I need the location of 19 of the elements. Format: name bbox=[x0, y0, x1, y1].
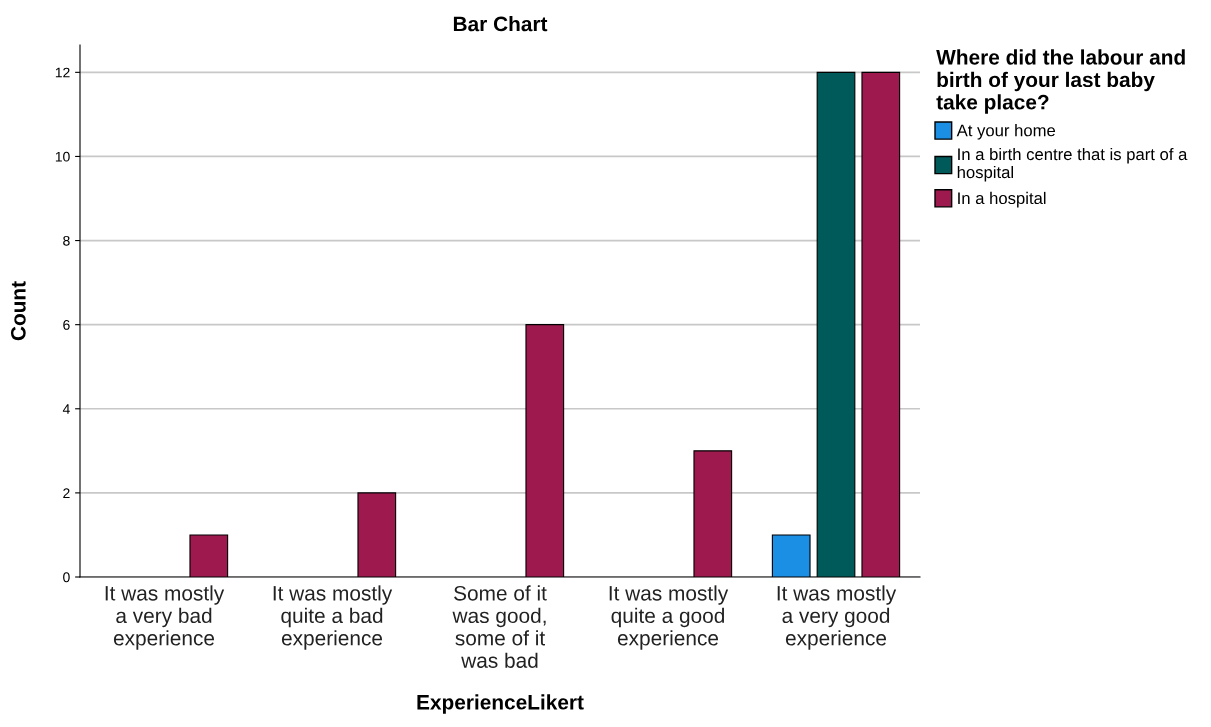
x-tick-label: It was mostly a very good experience bbox=[777, 585, 897, 650]
legend-label: In a birth centre that is part of a hospital bbox=[957, 147, 1188, 182]
y-axis-title: Count bbox=[10, 281, 26, 341]
x-tick-label: It was mostly quite a bad experience bbox=[273, 585, 393, 650]
y-tick-label: 0 bbox=[63, 572, 70, 583]
y-tick-label: 6 bbox=[63, 320, 70, 330]
legend-label: In a hospital bbox=[958, 191, 1046, 208]
y-tick-label: 12 bbox=[55, 67, 70, 78]
chart-title: Bar Chart bbox=[453, 16, 548, 32]
legend-title: Where did the labour and birth of your last baby take place? bbox=[936, 49, 1185, 114]
legend-label: At your home bbox=[956, 124, 1056, 140]
y-tick-label: 8 bbox=[63, 235, 70, 246]
x-tick-label: It was mostly a very bad experience bbox=[105, 585, 225, 650]
x-axis-title: ExperienceLikert bbox=[417, 694, 584, 714]
x-tick-label: It was mostly quite a good experience bbox=[609, 585, 729, 650]
y-tick-label: 2 bbox=[63, 488, 70, 498]
x-tick-label: Some of it was good, some of it was bad bbox=[452, 585, 547, 668]
y-tick-label: 10 bbox=[55, 151, 70, 162]
y-tick-label: 4 bbox=[62, 404, 70, 414]
